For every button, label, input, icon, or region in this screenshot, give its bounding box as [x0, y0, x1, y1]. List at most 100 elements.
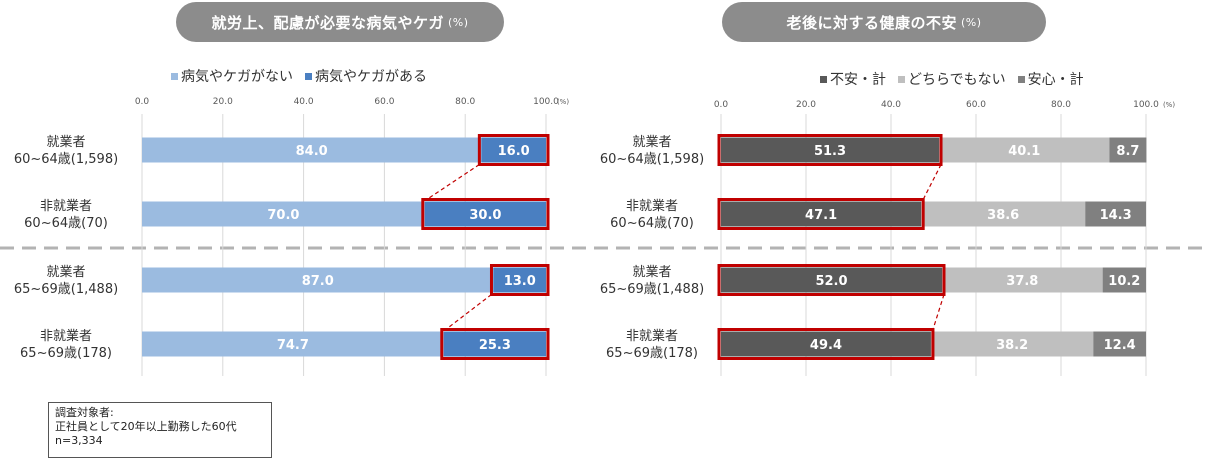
right-bar-segment — [921, 201, 1086, 227]
right-bar-value-label: 47.1 — [805, 208, 837, 223]
right-chart-title: 老後に対する健康の不安 (%) — [722, 2, 1046, 42]
left-x-unit-label: (%) — [557, 98, 569, 106]
right-category-label-line2: 60~64歳(1,598) — [600, 152, 704, 167]
left-bar-segment — [142, 267, 494, 293]
legend-item-anxious: 不安・計 — [820, 69, 886, 89]
left-bar-segment — [481, 137, 546, 163]
right-bar-segment — [930, 331, 1094, 357]
left-category-label-line2: 65~69歳(178) — [20, 346, 112, 361]
right-highlight-connector — [922, 164, 942, 200]
right-x-unit-label: (%) — [1163, 101, 1175, 109]
right-bar-value-label: 14.3 — [1100, 208, 1132, 223]
right-bar-value-label: 37.8 — [1006, 274, 1038, 289]
left-chart-title: 就労上、配慮が必要な病気やケガ (%) — [176, 2, 504, 42]
left-bar-value-label: 30.0 — [469, 208, 501, 223]
legend-item-neutral: どちらでもない — [898, 69, 1006, 89]
survey-note-box: 調査対象者: 正社員として20年以上勤務した60代 n=3,334 — [48, 402, 272, 458]
left-bar-value-label: 87.0 — [302, 274, 334, 289]
right-bar-segment — [1093, 331, 1146, 357]
legend-item-no-illness: 病気やケガがない — [171, 66, 293, 86]
legend-label-neutral: どちらでもない — [908, 72, 1006, 88]
left-x-tick-label: 100.0 — [533, 97, 559, 107]
right-bar-value-label: 38.2 — [996, 338, 1028, 353]
left-highlight-connector — [426, 164, 480, 200]
left-category-label-line1: 非就業者 — [40, 328, 92, 344]
left-chart-title-unit: (%) — [447, 15, 469, 29]
right-category-label-line2: 60~64歳(70) — [610, 216, 694, 231]
right-x-tick-label: 40.0 — [881, 100, 901, 110]
right-bar-value-label: 12.4 — [1104, 338, 1136, 353]
legend-swatch-anxious — [820, 75, 827, 83]
left-bar-segment — [142, 137, 482, 163]
note-line-1: 調査対象者: — [55, 406, 114, 419]
left-bar-segment — [142, 331, 444, 357]
left-chart-legend: 病気やケガがない 病気やケガがある — [171, 66, 439, 86]
legend-swatch-no-illness — [171, 72, 178, 80]
left-category-label-line1: 非就業者 — [40, 198, 92, 214]
right-highlight-connector — [932, 294, 945, 330]
right-category-label-line1: 就業者 — [632, 134, 671, 150]
right-bar-value-label: 8.7 — [1116, 144, 1139, 159]
left-x-tick-label: 0.0 — [135, 97, 150, 107]
right-category-label-line2: 65~69歳(1,488) — [600, 282, 704, 297]
left-bar-value-label: 84.0 — [296, 144, 328, 159]
note-line-2: 正社員として20年以上勤務した60代 — [55, 420, 237, 433]
right-category-label-line1: 非就業者 — [626, 328, 678, 344]
left-category-label-line2: 60~64歳(70) — [24, 216, 108, 231]
right-highlight-box — [717, 328, 935, 360]
left-highlight-box — [489, 264, 550, 296]
right-bar-value-label: 10.2 — [1108, 274, 1140, 289]
right-bar-segment — [1109, 137, 1147, 163]
left-bar-value-label: 74.7 — [277, 338, 309, 353]
left-bar-segment — [443, 331, 546, 357]
left-x-tick-label: 60.0 — [374, 97, 394, 107]
left-highlight-box — [440, 328, 550, 360]
legend-label-has-illness: 病気やケガがある — [315, 69, 427, 85]
legend-swatch-neutral — [898, 75, 905, 83]
right-x-tick-label: 20.0 — [796, 100, 816, 110]
charts-canvas: 0.0 20.0 40.0 60.0 80.0 100.0(%)就業者60~64歳(1,5… — [0, 97, 1206, 376]
note-line-3: n=3,334 — [55, 434, 103, 447]
right-bar-value-label: 51.3 — [814, 144, 846, 159]
left-bar-value-label: 16.0 — [498, 144, 530, 159]
right-highlight-box — [717, 264, 946, 296]
right-x-tick-label: 100.0 — [1133, 100, 1159, 110]
left-highlight-box — [477, 134, 550, 166]
left-x-tick-label: 20.0 — [213, 97, 233, 107]
left-x-tick-label: 80.0 — [455, 97, 475, 107]
right-highlight-box — [717, 198, 925, 230]
right-category-label-line1: 非就業者 — [626, 198, 678, 214]
left-highlight-box — [421, 198, 550, 230]
right-x-tick-label: 80.0 — [1051, 100, 1071, 110]
legend-label-no-illness: 病気やケガがない — [181, 69, 293, 85]
right-highlight-box — [717, 134, 943, 166]
legend-label-secure: 安心・計 — [1027, 72, 1084, 88]
left-bar-segment — [424, 201, 546, 227]
right-bar-segment — [721, 137, 940, 163]
right-bar-value-label: 40.1 — [1008, 144, 1040, 159]
right-chart-title-text: 老後に対する健康の不安 — [786, 13, 957, 32]
legend-item-secure: 安心・計 — [1017, 69, 1084, 89]
right-bar-segment — [939, 137, 1110, 163]
right-bar-value-label: 52.0 — [815, 274, 847, 289]
legend-swatch-secure — [1017, 75, 1025, 83]
right-bar-segment — [721, 201, 922, 227]
left-bar-value-label: 13.0 — [504, 274, 536, 289]
left-bar-segment — [142, 201, 425, 227]
legend-item-has-illness: 病気やケガがある — [305, 66, 427, 86]
legend-label-anxious: 不安・計 — [830, 72, 886, 88]
right-bar-segment — [1102, 267, 1146, 293]
right-category-label-line2: 65~69歳(178) — [606, 346, 698, 361]
right-chart-legend: 不安・計 どちらでもない 安心・計 — [820, 69, 1096, 89]
left-bar-value-label: 70.0 — [267, 208, 299, 223]
left-category-label-line2: 65~69歳(1,488) — [14, 282, 118, 297]
right-bar-segment — [721, 267, 942, 293]
left-bar-value-label: 25.3 — [479, 338, 511, 353]
right-bar-segment — [721, 331, 931, 357]
right-bar-segment — [942, 267, 1103, 293]
left-category-label-line1: 就業者 — [46, 134, 85, 150]
right-x-tick-label: 0.0 — [714, 100, 729, 110]
right-category-label-line1: 就業者 — [632, 264, 671, 280]
left-category-label-line1: 就業者 — [46, 264, 85, 280]
right-x-tick-label: 60.0 — [966, 100, 986, 110]
